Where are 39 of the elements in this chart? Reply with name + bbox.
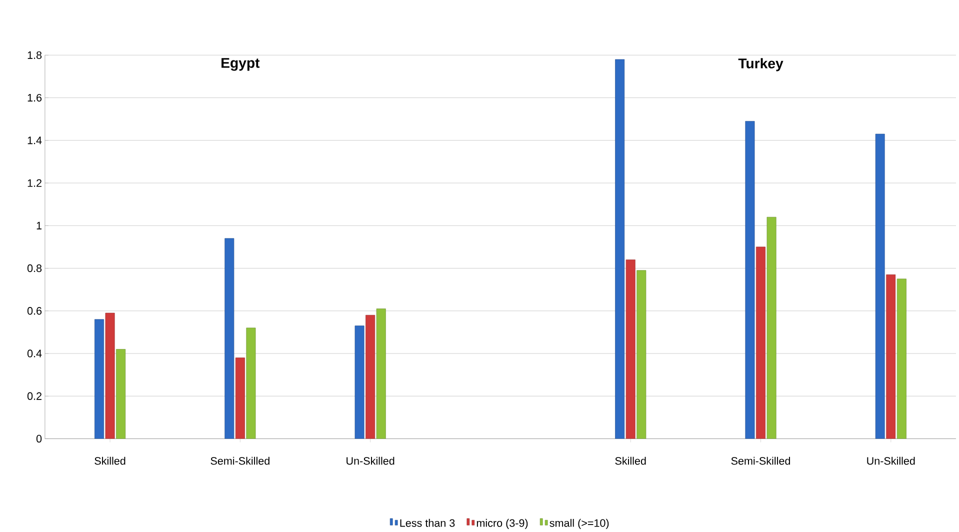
y-tick-label: 0.6 bbox=[27, 307, 42, 315]
bar bbox=[896, 278, 906, 439]
bar bbox=[94, 319, 104, 439]
bar bbox=[626, 260, 636, 439]
y-tick-label: 1.8 bbox=[28, 51, 42, 60]
bar bbox=[224, 238, 234, 439]
bar bbox=[636, 270, 646, 439]
x-tick-label: Un-Skilled bbox=[867, 456, 915, 465]
bar bbox=[875, 134, 885, 439]
bar bbox=[766, 217, 776, 439]
y-tick-label: 1 bbox=[36, 222, 42, 230]
x-tick-label: Skilled bbox=[94, 456, 126, 465]
annotation: Turkey bbox=[738, 58, 784, 72]
x-tick-label: Semi-Skilled bbox=[731, 456, 790, 465]
bar bbox=[246, 328, 256, 439]
bar bbox=[105, 313, 115, 439]
bar bbox=[376, 308, 386, 439]
x-tick-label: Un-Skilled bbox=[346, 456, 394, 465]
annotation: Egypt bbox=[222, 58, 260, 71]
y-tick-label: 0 bbox=[36, 435, 42, 443]
legend-label: micro (3-9) bbox=[476, 519, 528, 530]
bar bbox=[745, 121, 755, 439]
bar bbox=[116, 349, 126, 439]
x-tick-label: Semi-Skilled bbox=[210, 456, 270, 465]
y-tick-label: 1.6 bbox=[28, 94, 42, 102]
bar bbox=[354, 326, 364, 439]
bar bbox=[366, 315, 376, 439]
legend-label: Less than 3 bbox=[400, 519, 455, 528]
y-tick-label: 0.4 bbox=[27, 350, 42, 358]
bar bbox=[756, 246, 766, 439]
bar bbox=[235, 358, 245, 439]
y-tick-label: 0.2 bbox=[27, 392, 42, 400]
bar bbox=[615, 59, 625, 439]
y-tick-label: 0.8 bbox=[27, 264, 42, 272]
bar bbox=[886, 274, 896, 439]
x-tick-label: Skilled bbox=[615, 456, 646, 465]
legend-label: small (>=10) bbox=[550, 519, 609, 530]
y-tick-label: 1.2 bbox=[28, 179, 42, 187]
y-tick-label: 1.4 bbox=[28, 136, 42, 144]
